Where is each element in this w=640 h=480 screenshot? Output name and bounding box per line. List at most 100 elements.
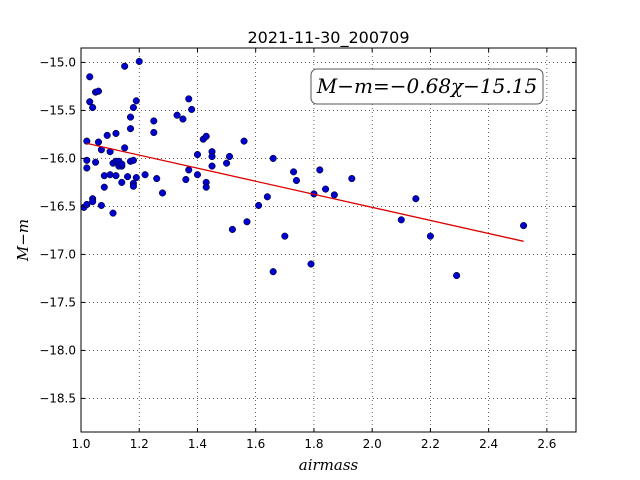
plot-background xyxy=(81,48,576,432)
data-point xyxy=(269,268,277,276)
x-tick-label: 1.8 xyxy=(304,437,323,451)
data-point xyxy=(185,166,193,174)
data-point xyxy=(112,172,120,180)
data-point xyxy=(243,218,251,226)
data-point xyxy=(83,156,91,164)
data-point xyxy=(225,152,234,161)
data-point xyxy=(132,174,140,182)
y-tick-label: −16.0 xyxy=(39,151,76,165)
y-tick-label: −18.5 xyxy=(39,391,76,405)
data-point xyxy=(150,117,158,125)
data-point xyxy=(223,159,231,167)
data-point xyxy=(100,172,108,180)
data-point xyxy=(307,260,315,268)
y-tick-label: −17.0 xyxy=(39,247,76,261)
x-tick-label: 2.6 xyxy=(537,437,556,451)
data-point xyxy=(322,185,330,193)
data-point xyxy=(182,175,190,184)
data-point xyxy=(150,128,158,137)
y-tick-label: −16.5 xyxy=(39,199,76,213)
data-point xyxy=(100,183,108,191)
x-tick-label: 2.4 xyxy=(479,437,498,451)
x-tick-label: 1.0 xyxy=(71,437,90,451)
x-axis-label: airmass xyxy=(299,456,359,474)
y-tick-label: −15.0 xyxy=(39,55,76,69)
data-point xyxy=(202,132,210,140)
data-point xyxy=(109,209,117,217)
data-point xyxy=(132,97,140,105)
x-tick-label: 2.0 xyxy=(363,437,382,451)
data-point xyxy=(89,103,97,112)
data-point xyxy=(228,225,236,233)
data-point xyxy=(188,105,196,113)
chart-title: 2021-11-30_200709 xyxy=(247,28,409,48)
data-point xyxy=(94,138,103,146)
data-point xyxy=(292,176,301,185)
data-point xyxy=(83,137,91,145)
data-point xyxy=(208,152,216,161)
data-point xyxy=(86,98,94,106)
data-point xyxy=(281,232,289,240)
data-point xyxy=(453,271,461,280)
x-tick-label: 1.2 xyxy=(130,437,149,451)
y-tick-label: −18.0 xyxy=(39,343,76,357)
data-point xyxy=(240,137,248,145)
x-tick-label: 1.6 xyxy=(246,437,265,451)
data-point xyxy=(94,87,103,95)
data-point xyxy=(126,113,135,121)
data-point xyxy=(193,171,202,179)
data-point xyxy=(193,151,202,159)
y-tick-label: −15.5 xyxy=(39,103,76,117)
data-point xyxy=(141,171,149,179)
data-point xyxy=(348,175,356,183)
fit-equation: M−m=−0.68χ−15.15 xyxy=(316,74,537,98)
grid xyxy=(80,48,576,432)
data-point xyxy=(316,166,324,174)
fit-equation-box: M−m=−0.68χ−15.15 xyxy=(310,68,544,105)
data-point xyxy=(121,144,129,152)
data-point xyxy=(83,200,91,209)
fit-line xyxy=(86,142,524,242)
y-tick-label: −17.5 xyxy=(39,295,76,309)
data-point xyxy=(397,216,405,224)
data-point xyxy=(118,160,126,168)
data-points xyxy=(80,57,528,280)
data-point xyxy=(330,191,338,199)
ticks: 1.0 1.2 1.4 1.6 1.8 2.0 2.2 2.4 2.6 −15.0 −15.5 −16… xyxy=(39,48,576,451)
data-point xyxy=(255,201,263,209)
data-point xyxy=(263,193,271,201)
data-point xyxy=(83,164,91,172)
data-point xyxy=(412,195,420,203)
data-point xyxy=(129,156,137,164)
fit-line-group xyxy=(86,142,524,242)
data-point xyxy=(153,175,161,183)
data-point xyxy=(208,162,216,170)
x-tick-label: 2.2 xyxy=(421,437,440,451)
data-point xyxy=(92,158,100,166)
data-point xyxy=(520,222,528,230)
data-point xyxy=(89,198,97,206)
x-tick-label: 1.4 xyxy=(188,437,207,451)
plot-frame xyxy=(80,47,577,433)
data-point xyxy=(135,57,143,65)
data-point xyxy=(290,168,298,176)
data-point xyxy=(185,95,193,103)
data-point xyxy=(106,171,114,179)
data-point xyxy=(112,129,120,137)
data-point xyxy=(97,201,105,209)
y-axis-label: M−m xyxy=(14,219,32,262)
data-point xyxy=(121,62,129,70)
data-point xyxy=(158,189,167,197)
data-point xyxy=(269,154,277,162)
data-point xyxy=(129,103,137,112)
data-point xyxy=(426,232,434,240)
data-point xyxy=(173,111,181,119)
data-point xyxy=(129,182,137,190)
fit-equation-frame xyxy=(310,68,544,105)
data-point xyxy=(202,183,210,191)
data-point xyxy=(124,173,132,181)
data-point xyxy=(126,125,135,133)
data-point xyxy=(86,73,94,81)
data-point xyxy=(118,178,126,186)
